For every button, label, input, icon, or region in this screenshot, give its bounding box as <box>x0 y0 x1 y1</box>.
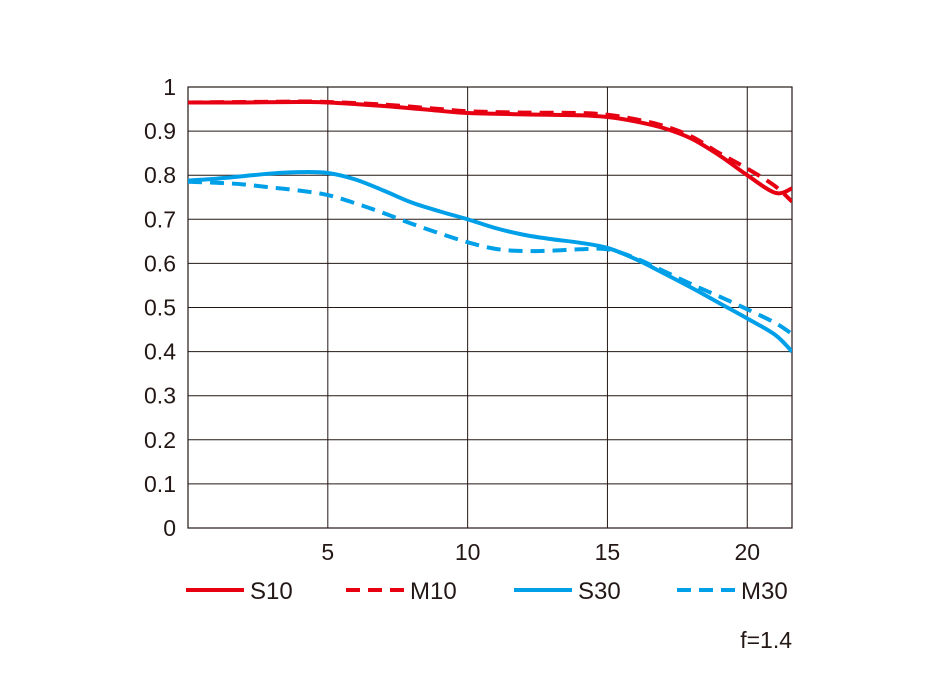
y-tick-label: 0.8 <box>144 162 176 188</box>
legend-label-m10: M10 <box>410 578 457 605</box>
y-tick-label: 0.7 <box>144 206 176 232</box>
plot-frame <box>187 86 793 529</box>
y-tick-label: 0.4 <box>144 339 176 365</box>
y-tick-label: 0.9 <box>144 118 176 144</box>
x-tick-label: 10 <box>455 539 481 565</box>
legend-label-s30: S30 <box>578 578 621 605</box>
series-lines <box>188 99 792 354</box>
legend-label-m30: M30 <box>741 578 788 605</box>
series-line-m30 <box>188 179 792 336</box>
y-tick-label: 0.5 <box>144 295 176 321</box>
y-tick-label: 1 <box>163 74 176 100</box>
aperture-annotation: f=1.4 <box>740 627 792 653</box>
legend: S10 M10 S30 M30 <box>186 578 788 605</box>
y-tick-label: 0 <box>163 515 176 541</box>
y-axis-ticks: 0 0.1 0.2 0.3 0.4 0.5 0.6 0.7 0.8 0.9 1 <box>144 74 176 541</box>
y-tick-label: 0.6 <box>144 250 176 276</box>
series-line-s30 <box>188 170 792 354</box>
y-tick-label: 0.1 <box>144 471 176 497</box>
x-tick-label: 5 <box>321 539 334 565</box>
series-line-s10 <box>188 99 792 196</box>
plot-grid <box>187 86 793 529</box>
x-tick-label: 20 <box>734 539 760 565</box>
x-tick-label: 15 <box>595 539 621 565</box>
y-tick-label: 0.2 <box>144 427 176 453</box>
legend-label-s10: S10 <box>250 578 293 605</box>
y-tick-label: 0.3 <box>144 383 176 409</box>
x-axis-ticks: 5 10 15 20 <box>321 539 760 565</box>
